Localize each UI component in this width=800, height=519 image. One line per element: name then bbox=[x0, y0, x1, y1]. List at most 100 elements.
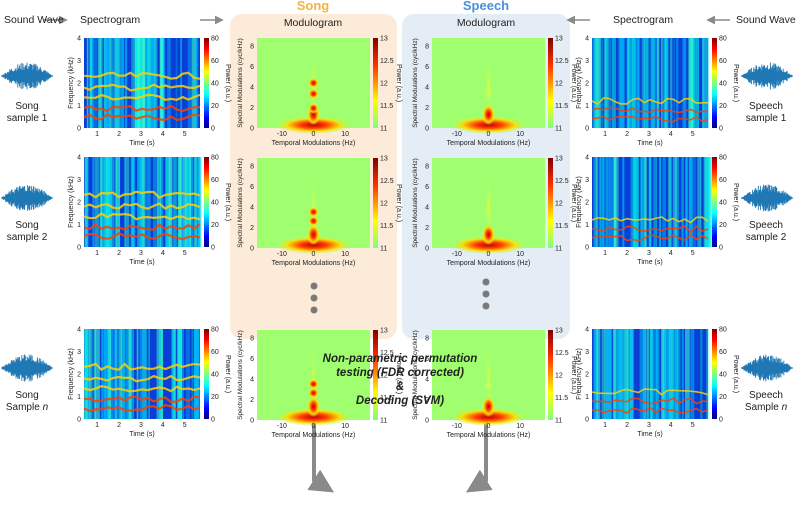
modulogram-ytick-label: 2 bbox=[425, 105, 429, 112]
colorbar-label: Power (a.u.) bbox=[732, 64, 739, 102]
speech-sound-wave-3 bbox=[741, 354, 793, 382]
spectrogram-column bbox=[84, 329, 89, 419]
spectrogram-column bbox=[593, 329, 599, 419]
spectrogram-column bbox=[704, 38, 709, 128]
colorbar-tick-label: 0 bbox=[719, 417, 723, 424]
spectrogram-column bbox=[168, 157, 171, 247]
spectrogram-column bbox=[644, 157, 647, 247]
spectrogram-ylabel: Frequency (kHz) bbox=[68, 176, 75, 228]
spectrogram-xlabel: Time (s) bbox=[129, 140, 154, 147]
colorbar-label: Power (a.u.) bbox=[732, 355, 739, 393]
spectrogram-column bbox=[601, 38, 604, 128]
spectrogram-xlabel: Time (s) bbox=[637, 259, 662, 266]
modulogram-hotspot bbox=[307, 206, 320, 218]
spectrogram-column bbox=[653, 157, 656, 247]
modulogram-ytick-label: 8 bbox=[250, 164, 254, 171]
spectrogram-column bbox=[98, 38, 103, 128]
right-spectrogram-label: Spectrogram bbox=[613, 14, 674, 26]
right-sound-wave-label: Sound Wave bbox=[736, 14, 796, 26]
colorbar-tick-label: 11.5 bbox=[555, 103, 568, 110]
spectrogram-column bbox=[107, 157, 112, 247]
spectrogram-ytick-label: 4 bbox=[77, 327, 81, 334]
spectrogram-column bbox=[595, 329, 601, 419]
spectrogram-column bbox=[604, 38, 607, 128]
modulogram-ytick-label: 6 bbox=[250, 356, 254, 363]
spectrogram-column bbox=[697, 157, 701, 247]
statistics-note: Non-parametric permutation testing (FDR … bbox=[322, 353, 478, 407]
spectrogram-xtick-label: 5 bbox=[691, 250, 695, 257]
modulogram-xtick-label: -10 bbox=[277, 251, 287, 258]
spectrogram-column bbox=[629, 329, 633, 419]
spectrogram-xtick-label: 5 bbox=[691, 131, 695, 138]
spectrogram-column bbox=[661, 38, 663, 128]
spectrogram-column bbox=[607, 38, 609, 128]
spectrogram-xtick-label: 2 bbox=[117, 250, 121, 257]
spectrogram-column bbox=[628, 38, 633, 128]
spectrogram-column bbox=[115, 157, 120, 247]
spectrogram-band bbox=[591, 388, 709, 396]
modulogram-ytick-label: 2 bbox=[425, 225, 429, 232]
spectrogram-column bbox=[688, 38, 693, 128]
modulogram-xlabel: Temporal Modulations (Hz) bbox=[272, 140, 356, 147]
spectrogram-column bbox=[640, 157, 642, 247]
spectrogram-column bbox=[84, 329, 88, 419]
spectrogram-column bbox=[622, 329, 627, 419]
colorbar-tick-label: 12.5 bbox=[555, 350, 569, 357]
spectrogram-column bbox=[195, 38, 199, 128]
spectrogram-ytick-label: 0 bbox=[585, 126, 589, 133]
left-spectrogram-label: Spectrogram bbox=[80, 14, 141, 26]
spectrogram-xtick-label: 2 bbox=[625, 422, 629, 429]
spectrogram-xlabel: Time (s) bbox=[129, 259, 154, 266]
colorbar-tick-label: 12 bbox=[555, 81, 563, 88]
spectrogram-column bbox=[124, 38, 128, 128]
spectrogram-band bbox=[83, 104, 200, 113]
spectrogram-column bbox=[672, 157, 677, 247]
spectrogram-xtick-label: 3 bbox=[139, 250, 143, 257]
spectrogram-xtick-label: 1 bbox=[603, 250, 607, 257]
modulogram-ytick-label: 6 bbox=[425, 64, 429, 71]
spectrogram-ytick-label: 1 bbox=[585, 222, 589, 229]
spectrogram-column bbox=[702, 38, 705, 128]
spectrogram-column bbox=[595, 157, 598, 247]
modulogram-ytick-label: 4 bbox=[425, 377, 429, 384]
spectrogram-column bbox=[103, 38, 105, 128]
spectrogram-speech-1: 0 1 2 3 4 1 2 3 4 5 Time (s) Frequency (kHz) 0 20 40 60… bbox=[576, 36, 739, 148]
spectrogram-band bbox=[591, 106, 709, 114]
modulogram-ytick-label: 6 bbox=[250, 64, 254, 71]
spectrogram-xtick-label: 5 bbox=[691, 422, 695, 429]
modulogram-ytick-label: 4 bbox=[250, 85, 254, 92]
spectrogram-column bbox=[189, 157, 194, 247]
colorbar-tick-label: 13 bbox=[555, 156, 563, 163]
spectrogram-band bbox=[83, 374, 201, 383]
spectrogram-speech-3: 0 1 2 3 4 1 2 3 4 5 Time (s) Frequency (kHz) 0 20 40 60… bbox=[576, 327, 739, 439]
spectrogram-column bbox=[94, 157, 99, 247]
spectrogram-column bbox=[110, 157, 114, 247]
spectrogram-column bbox=[614, 329, 619, 419]
spectrogram-column bbox=[157, 157, 159, 247]
spectrogram-band bbox=[591, 225, 709, 234]
modulogram-ytick-label: 4 bbox=[250, 377, 254, 384]
spectrogram-column bbox=[179, 157, 182, 247]
colorbar-tick-label: 80 bbox=[211, 327, 219, 334]
spectrogram-ytick-label: 1 bbox=[77, 222, 81, 229]
colorbar-tick-label: 60 bbox=[719, 349, 727, 356]
spectrogram-column bbox=[86, 157, 89, 247]
spectrogram-column bbox=[92, 157, 95, 247]
colorbar-tick-label: 0 bbox=[719, 126, 723, 133]
colorbar-tick-label: 80 bbox=[211, 36, 219, 43]
song-panel-title: Song bbox=[296, 0, 330, 13]
spectrogram-column bbox=[187, 38, 191, 128]
spectrogram-column bbox=[112, 157, 117, 247]
spectrogram-column bbox=[86, 38, 89, 128]
spectrogram-ytick-label: 4 bbox=[585, 36, 589, 43]
spectrogram-band bbox=[83, 404, 201, 413]
song-sample-1-label: Song sample 1 bbox=[6, 101, 48, 124]
colorbar-tick-label: 13 bbox=[555, 328, 563, 335]
colorbar-label: Power (a.u.) bbox=[395, 184, 402, 222]
modulogram-faint-spot bbox=[481, 383, 496, 389]
colorbar-tick-label: 80 bbox=[719, 36, 727, 43]
spectrogram-column bbox=[101, 157, 105, 247]
spectrogram-xtick-label: 3 bbox=[647, 422, 651, 429]
spectrogram-xtick-label: 1 bbox=[603, 422, 607, 429]
